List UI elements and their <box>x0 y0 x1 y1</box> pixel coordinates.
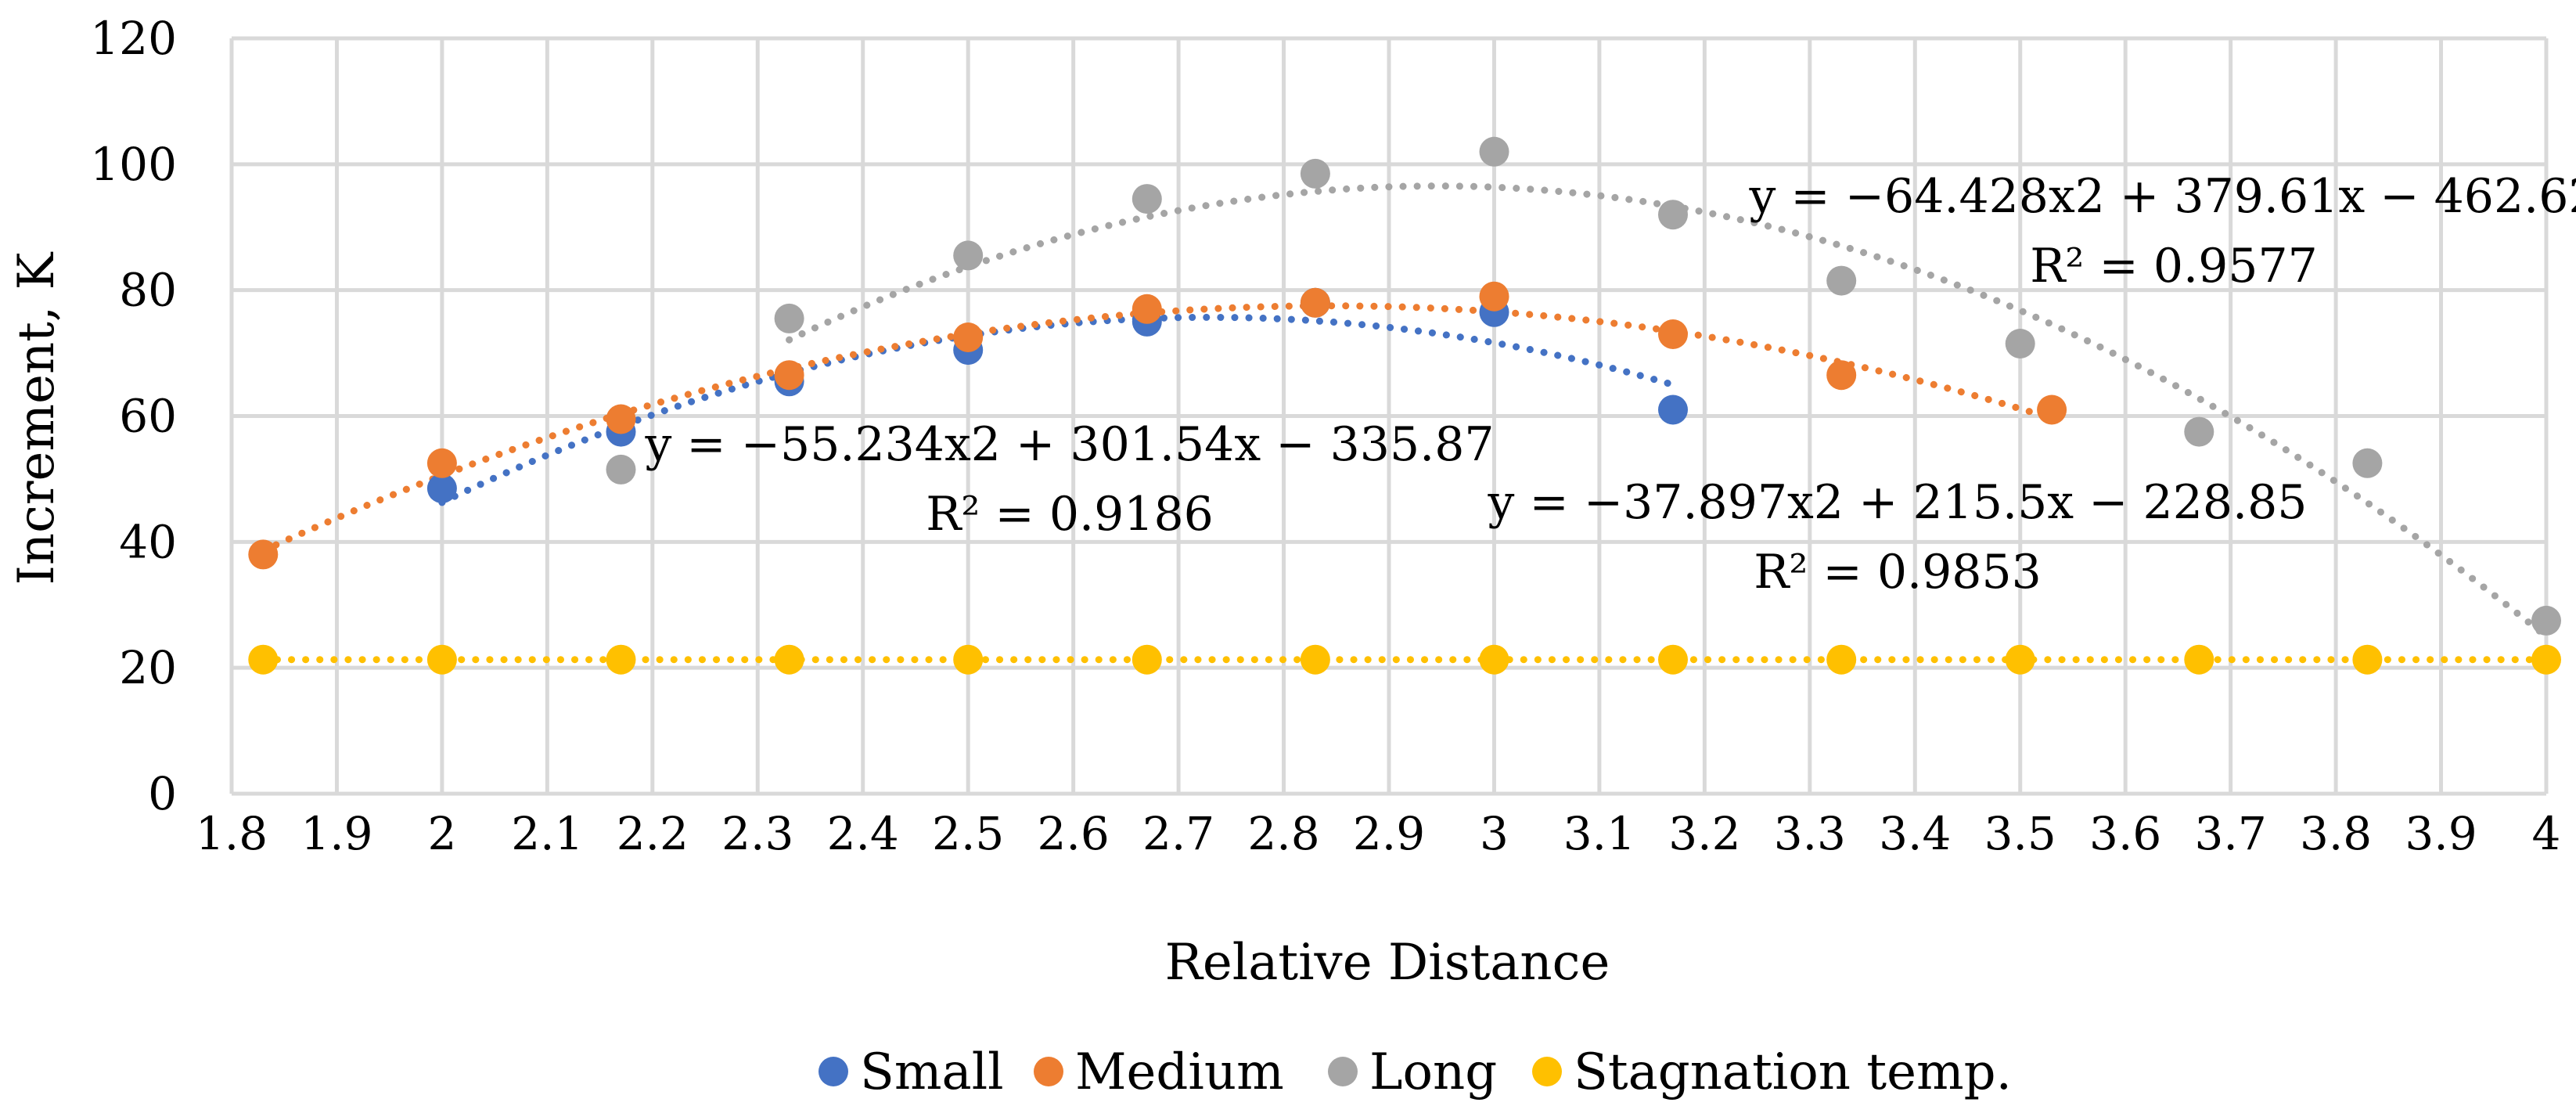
point-stagnation-temp <box>1826 644 1857 675</box>
small-trendline-equation: y = −55.234x2 + 301.54x − 335.87 <box>644 417 1494 472</box>
x-tick-label: 3.1 <box>1563 807 1635 860</box>
x-tick-label: 3.4 <box>1879 807 1951 860</box>
medium-trendline-equation: y = −37.897x2 + 215.5x − 228.85 <box>1488 475 2308 530</box>
point-long <box>2184 416 2214 447</box>
x-tick-label: 3 <box>1480 807 1509 860</box>
x-tick-label: 1.8 <box>196 807 268 860</box>
point-long <box>2531 605 2561 636</box>
point-stagnation-temp <box>248 644 279 675</box>
legend-label-long: Long <box>1369 1043 1497 1101</box>
legend-label-small: Small <box>860 1043 1004 1101</box>
y-tick-label: 20 <box>119 641 177 694</box>
point-medium <box>1658 319 1688 349</box>
point-stagnation-temp <box>1131 644 1162 675</box>
point-long <box>2352 448 2383 478</box>
point-medium <box>248 539 279 570</box>
point-long <box>1300 158 1330 189</box>
y-tick-label: 80 <box>119 264 177 317</box>
x-tick-label: 2.4 <box>827 807 899 860</box>
x-tick-label: 4 <box>2532 807 2561 860</box>
point-stagnation-temp <box>2184 644 2214 675</box>
x-tick-label: 3.6 <box>2089 807 2161 860</box>
point-medium <box>1131 294 1162 324</box>
point-medium <box>1479 281 1509 312</box>
point-long <box>1826 265 1857 296</box>
point-medium <box>1826 360 1857 391</box>
x-tick-label: 2.7 <box>1142 807 1214 860</box>
point-long <box>1479 136 1509 167</box>
long-trendline-equation: y = −64.428x2 + 379.61x − 462.62 <box>1748 169 2576 224</box>
x-tick-label: 3.7 <box>2195 807 2267 860</box>
x-tick-label: 3.5 <box>1984 807 2056 860</box>
long-trendline-r2: R² = 0.9577 <box>2030 239 2318 294</box>
data-points <box>248 136 2561 675</box>
x-tick-label: 2.3 <box>721 807 793 860</box>
legend-marker-stagnation-temp <box>1532 1057 1562 1086</box>
point-medium <box>426 448 457 478</box>
point-medium <box>953 322 984 352</box>
point-medium <box>2037 394 2067 425</box>
x-tick-label: 2.1 <box>511 807 583 860</box>
y-axis-title: Increment, K <box>8 251 66 585</box>
point-stagnation-temp <box>953 644 984 675</box>
point-stagnation-temp <box>2352 644 2383 675</box>
point-stagnation-temp <box>1300 644 1330 675</box>
legend-marker-medium <box>1034 1057 1063 1086</box>
legend-marker-long <box>1328 1057 1358 1086</box>
point-long <box>606 454 636 485</box>
point-stagnation-temp <box>774 644 804 675</box>
y-tick-label: 40 <box>119 515 177 568</box>
point-medium <box>774 360 804 391</box>
small-trendline-r2: R² = 0.9186 <box>926 487 1214 542</box>
point-long <box>2005 329 2035 358</box>
x-tick-label: 3.8 <box>2300 807 2372 860</box>
y-tick-label: 120 <box>90 12 177 65</box>
point-small <box>426 474 457 503</box>
x-tick-label: 2.5 <box>932 807 1004 860</box>
y-tick-label: 0 <box>148 767 177 820</box>
y-tick-label: 100 <box>90 138 177 191</box>
trendline-medium <box>259 302 2056 555</box>
legend: Small Medium Long Stagnation temp. <box>818 1043 2012 1101</box>
medium-trendline-r2: R² = 0.9853 <box>1754 545 2042 600</box>
point-small <box>1658 394 1688 425</box>
point-long <box>774 303 804 333</box>
point-long <box>1131 184 1162 214</box>
point-stagnation-temp <box>2005 644 2035 675</box>
x-tick-label: 2 <box>427 807 456 860</box>
point-stagnation-temp <box>606 644 636 675</box>
point-long <box>953 240 984 271</box>
x-axis-title: Relative Distance <box>1165 934 1610 992</box>
y-tick-label: 60 <box>119 390 177 443</box>
point-medium <box>1300 287 1330 318</box>
x-tick-label: 3.3 <box>1774 807 1846 860</box>
point-stagnation-temp <box>1658 644 1688 675</box>
axis-tick-labels: 1.8 1.9 2 2.1 2.2 2.3 2.4 2.5 2.6 2.7 2.8 2.9 3 3.1 3.… <box>90 12 2560 860</box>
x-tick-label: 2.8 <box>1247 807 1319 860</box>
point-long <box>1658 200 1688 230</box>
point-stagnation-temp <box>2531 644 2561 675</box>
x-tick-label: 3.2 <box>1668 807 1740 860</box>
legend-label-stagnation-temp: Stagnation temp. <box>1574 1043 2012 1101</box>
legend-label-medium: Medium <box>1075 1043 1284 1101</box>
point-stagnation-temp <box>1479 644 1509 675</box>
x-tick-label: 3.9 <box>2405 807 2477 860</box>
x-tick-label: 2.2 <box>617 807 689 860</box>
point-medium <box>606 404 636 434</box>
gridlines <box>229 36 2549 796</box>
point-stagnation-temp <box>426 644 457 675</box>
legend-marker-small <box>818 1057 848 1086</box>
x-tick-label: 2.6 <box>1038 807 1110 860</box>
x-tick-label: 1.9 <box>300 807 372 860</box>
x-tick-label: 2.9 <box>1353 807 1425 860</box>
